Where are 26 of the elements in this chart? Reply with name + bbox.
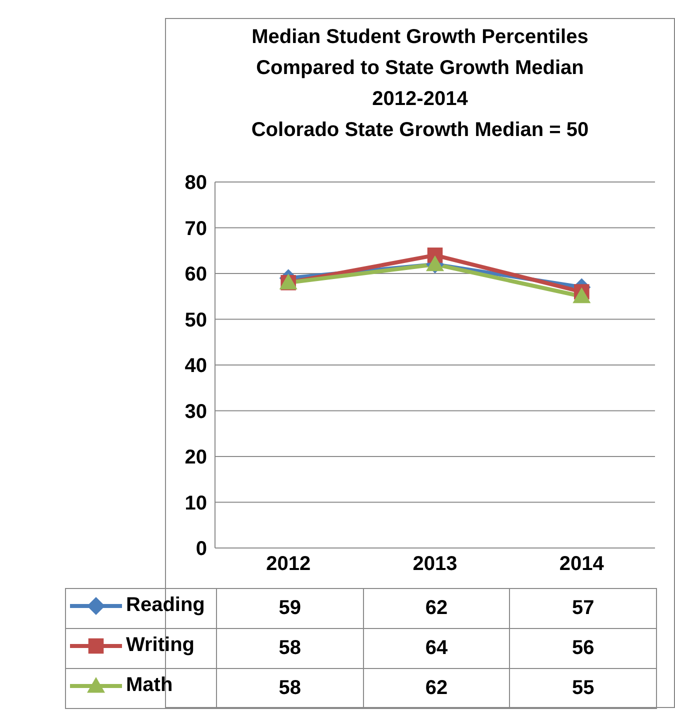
y-tick-label: 10 [184,492,207,514]
data-label: 59 [216,588,364,628]
x-tick-label: 2012 [266,553,311,576]
y-tick-label: 30 [184,400,207,423]
y-tick-label: 40 [184,355,207,378]
y-tick-label: 20 [184,446,207,469]
y-tick-label: 60 [184,264,207,286]
legend-label: Writing [126,634,195,658]
legend-label: Math [126,674,173,698]
data-label: 56 [510,628,656,668]
legend-label: Reading [126,594,205,618]
data-label: 58 [216,628,364,668]
data-label: 62 [363,668,510,708]
x-tick-label: 2013 [412,553,458,576]
x-tick-label: 2014 [559,553,605,576]
data-label: 64 [363,628,510,668]
chart-title: Median Student Growth Percentiles Compared to State Growth Median 2012-2014 Colorado State Growth Median = 50 [250,25,590,143]
y-tick-label: 0 [196,538,207,560]
data-label: 57 [510,588,656,628]
data-label: 62 [363,588,510,628]
data-label: 55 [510,668,656,708]
data-label: 58 [216,668,364,708]
y-tick-label: 80 [184,172,207,194]
y-tick-label: 50 [184,309,207,332]
y-tick-label: 70 [184,218,207,240]
point [572,287,591,304]
